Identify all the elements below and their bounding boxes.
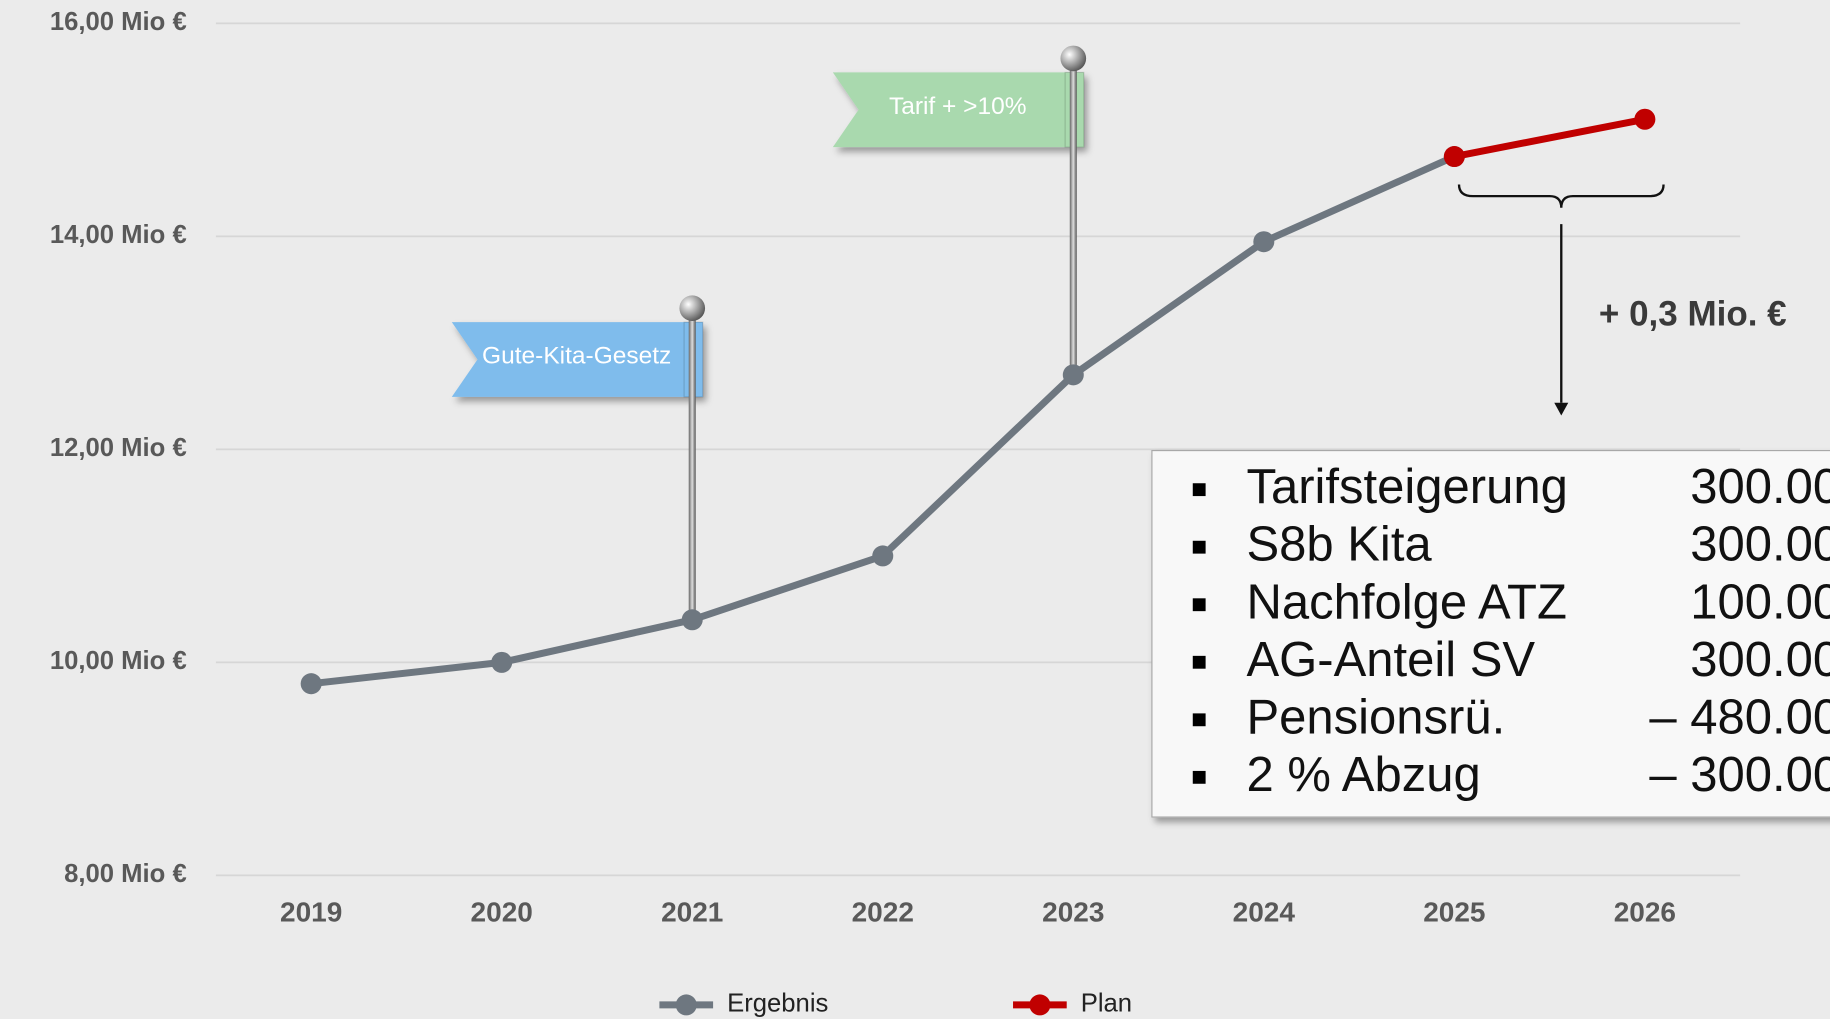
data-point [872, 545, 894, 567]
x-tick-label: 2020 [471, 896, 533, 927]
breakdown-value: 300.000 [1690, 633, 1830, 687]
data-point [1634, 108, 1656, 130]
y-tick-label: 16,00 Mio € [50, 8, 187, 36]
bullet [1192, 713, 1206, 727]
legend-label: Plan [1081, 990, 1132, 1018]
x-tick-label: 2026 [1614, 896, 1676, 927]
y-tick-label: 8,00 Mio € [64, 860, 187, 888]
flag [832, 72, 1084, 148]
breakdown-value: – 300.000 [1649, 748, 1830, 802]
breakdown-value: 100.000 [1690, 575, 1830, 629]
data-point [1443, 146, 1465, 168]
legend-marker [675, 994, 697, 1016]
breakdown-value: 300.000 [1690, 460, 1830, 514]
flag-label: Tarif + >10% [889, 93, 1027, 120]
data-point [1253, 231, 1275, 253]
data-point [681, 609, 703, 631]
bullet [1192, 483, 1206, 497]
pin-head [679, 295, 706, 322]
breakdown-value: – 480.000 [1649, 690, 1830, 744]
x-tick-label: 2019 [280, 896, 342, 927]
y-tick-label: 14,00 Mio € [50, 221, 187, 249]
legend-label: Ergebnis [727, 990, 828, 1018]
series-line [1453, 115, 1646, 160]
pin-head [1060, 45, 1087, 72]
y-tick-label: 12,00 Mio € [50, 434, 187, 462]
flag-label: Gute-Kita-Gesetz [482, 343, 671, 370]
breakdown-label: AG-Anteil SV [1246, 633, 1535, 687]
data-point [1062, 364, 1084, 386]
breakdown-label: Nachfolge ATZ [1246, 575, 1566, 629]
pin [688, 308, 696, 620]
flag [451, 322, 703, 397]
breakdown-label: Pensionsrü. [1246, 690, 1505, 744]
breakdown-label: 2 % Abzug [1246, 748, 1480, 802]
legend-marker [1029, 994, 1051, 1016]
x-tick-label: 2024 [1233, 896, 1296, 927]
x-tick-label: 2025 [1423, 896, 1485, 927]
bullet [1192, 598, 1206, 612]
x-tick-label: 2022 [852, 896, 914, 927]
arrow-head [1554, 402, 1569, 416]
bullet [1192, 655, 1206, 669]
breakdown-label: S8b Kita [1246, 518, 1432, 572]
x-tick-label: 2021 [661, 896, 723, 927]
pin [1069, 58, 1077, 375]
delta-label: + 0,3 Mio. € [1599, 295, 1787, 334]
y-tick-label: 10,00 Mio € [50, 647, 187, 675]
bullet [1192, 540, 1206, 554]
bullet [1192, 770, 1206, 784]
breakdown-value: 300.000 [1690, 518, 1830, 572]
data-point [300, 673, 322, 695]
breakdown-box [1151, 449, 1830, 818]
x-tick-label: 2023 [1042, 896, 1104, 927]
brace [1457, 184, 1665, 208]
breakdown-label: Tarifsteigerung [1246, 460, 1567, 514]
data-point [491, 651, 513, 673]
